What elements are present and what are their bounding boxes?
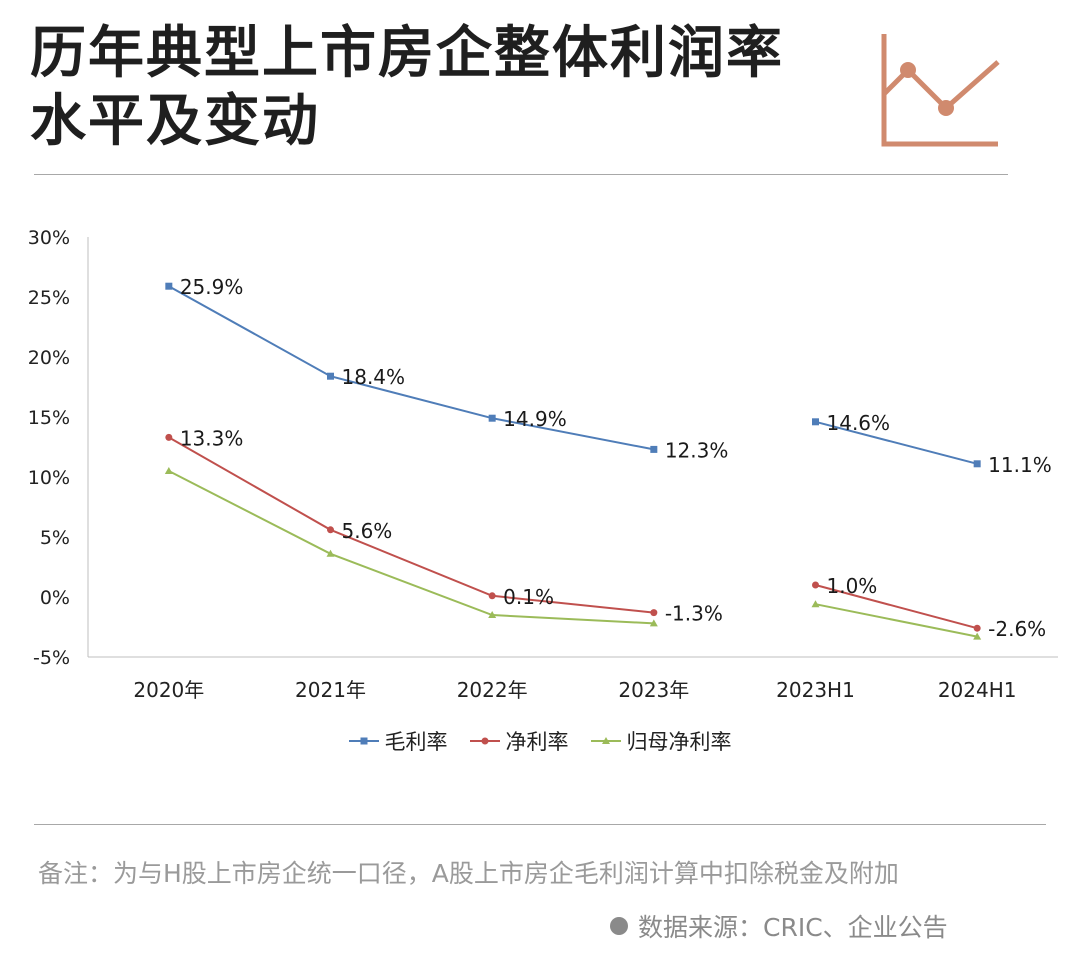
data-point [327, 372, 334, 380]
data-label: 0.1% [503, 585, 554, 609]
x-tick-label: 2021年 [295, 678, 366, 702]
bullet-dot-icon [610, 917, 628, 935]
data-point [488, 611, 497, 618]
footnote: 备注：为与H股上市房企统一口径，A股上市房企毛利润计算中扣除税金及附加 [38, 859, 899, 888]
data-label: 14.6% [827, 411, 891, 435]
y-tick-label: 0% [40, 587, 70, 609]
legend-swatch-icon [348, 737, 379, 745]
data-source: 数据来源：CRIC、企业公告 [610, 908, 948, 944]
chart-legend: 毛利率 净利率 归母净利率 [0, 726, 1080, 756]
data-point [812, 581, 819, 589]
data-point [649, 619, 658, 627]
data-label: 1.0% [827, 574, 878, 598]
data-point [327, 526, 334, 534]
data-label: 13.3% [180, 426, 244, 450]
footer-divider [34, 824, 1046, 825]
title-line-2: 水平及变动 [30, 89, 320, 154]
series-line [815, 584, 978, 630]
data-point [973, 460, 981, 468]
data-point [973, 632, 982, 640]
data-point [650, 445, 658, 453]
legend-swatch-icon [590, 737, 621, 744]
legend-item: 净利率 [469, 726, 569, 756]
data-point [164, 467, 173, 474]
x-tick-label: 2022年 [457, 678, 528, 702]
legend-label: 归母净利率 [626, 730, 732, 754]
x-tick-label: 2023H1 [776, 678, 855, 702]
header-divider [34, 174, 1008, 175]
data-label: 5.6% [342, 519, 393, 543]
x-tick-label: 2020年 [133, 678, 204, 702]
line-chart-icon [881, 34, 1000, 147]
data-point [165, 433, 173, 441]
data-label: -1.3% [665, 602, 723, 626]
series-line [815, 603, 978, 638]
y-tick-label: 25% [28, 287, 70, 309]
data-point [488, 414, 496, 422]
y-tick-label: -5% [33, 647, 70, 669]
legend-label: 毛利率 [384, 730, 448, 754]
data-label: 11.1% [988, 453, 1052, 477]
page-title: 历年典型上市房企整体利润率 水平及变动 [30, 20, 850, 156]
data-point [811, 600, 820, 608]
x-tick-label: 2024H1 [938, 678, 1017, 702]
y-tick-label: 10% [28, 467, 70, 489]
y-tick-label: 20% [28, 347, 70, 369]
data-point [488, 592, 496, 600]
data-label: 25.9% [180, 275, 244, 299]
x-tick-label: 2023年 [618, 678, 689, 702]
legend-swatch-icon [469, 737, 500, 745]
data-source-text: 数据来源：CRIC、企业公告 [638, 913, 948, 942]
data-point [812, 418, 819, 426]
y-tick-label: 30% [28, 227, 70, 249]
data-point [650, 609, 658, 617]
data-label: 14.9% [503, 407, 567, 431]
legend-label: 净利率 [505, 730, 569, 754]
series-line [168, 436, 654, 614]
y-tick-label: 15% [28, 407, 70, 429]
title-line-1: 历年典型上市房企整体利润率 [30, 21, 784, 86]
line-chart: 30% 25% 20% 15% 10% 5% 0% -5% 2020年 2021年 2022年 202… [28, 227, 1058, 702]
legend-item: 毛利率 [348, 726, 448, 756]
series-line [815, 420, 978, 465]
data-point [165, 282, 173, 290]
data-label: -2.6% [988, 617, 1046, 641]
data-label: 18.4% [342, 365, 406, 389]
series-line [168, 470, 654, 625]
legend-item: 归母净利率 [590, 726, 732, 756]
data-point [326, 549, 335, 557]
data-label: 12.3% [665, 438, 729, 462]
y-tick-label: 5% [40, 527, 70, 549]
series-line [168, 285, 655, 451]
data-point [973, 624, 981, 632]
